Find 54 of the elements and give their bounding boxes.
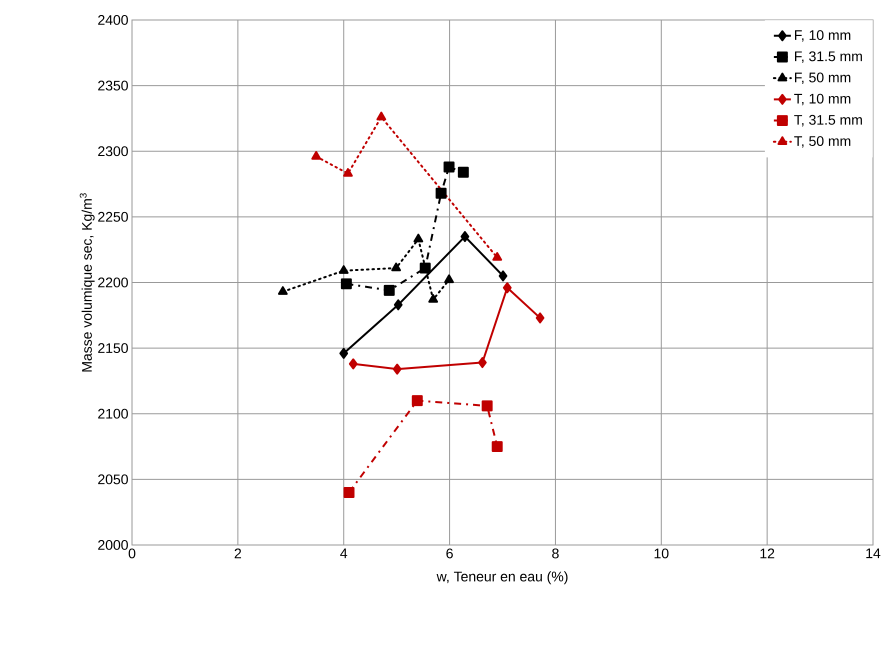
point [460, 231, 470, 242]
point [458, 166, 469, 178]
point [340, 278, 352, 290]
point [391, 262, 402, 272]
y-tick-label: 2400 [98, 15, 128, 25]
point [412, 395, 423, 406]
legend-label: F, 50 mm [795, 72, 850, 84]
x-tick-label: 0 [128, 548, 136, 558]
x-tick-label: 2 [234, 548, 242, 558]
point [339, 348, 348, 359]
y-tick-label: 2000 [98, 540, 128, 550]
point [384, 284, 395, 296]
point [428, 294, 438, 303]
x-tick-label: 8 [552, 548, 559, 558]
y-tick-label: 2250 [98, 212, 128, 222]
point [444, 162, 455, 172]
point [498, 270, 508, 282]
y-axis-title: Masse volumique sec, Kg/m$^{3}$ [80, 193, 95, 372]
y-tick-label: 2350 [98, 80, 128, 91]
point [394, 299, 403, 310]
point [492, 252, 502, 261]
point [338, 265, 349, 274]
point [413, 234, 424, 242]
point [344, 487, 354, 498]
legend-label: F, 10 mm [795, 30, 850, 42]
y-tick-label: 2050 [98, 474, 128, 484]
point [348, 358, 358, 370]
legend-label: T, 10 mm [794, 94, 850, 106]
y-tick-label: 2100 [98, 408, 128, 419]
point [343, 168, 353, 177]
point [444, 274, 454, 284]
point [420, 262, 431, 274]
point [278, 286, 288, 295]
point [482, 400, 493, 412]
y-tick-label: 2150 [98, 343, 128, 354]
point [478, 357, 487, 368]
y-tick-label: 2300 [98, 146, 128, 156]
y-tick-label: 2200 [98, 278, 128, 288]
point [392, 364, 402, 375]
x-axis-title: w, Teneur en eau (%) [436, 571, 568, 584]
x-tick-label: 6 [446, 548, 453, 558]
x-tick-label: 14 [866, 548, 880, 558]
point [436, 188, 447, 199]
point [311, 151, 322, 160]
point [376, 112, 386, 120]
x-tick-label: 4 [340, 548, 348, 558]
x-tick-label: 10 [654, 548, 669, 558]
point [492, 441, 503, 452]
legend-label: T, 31.5 mm [794, 114, 862, 126]
point [536, 312, 544, 324]
point [502, 282, 512, 294]
x-tick-label: 12 [760, 548, 774, 558]
legend-label: T, 50 mm [794, 136, 850, 148]
legend-label: F, 31.5 mm [795, 51, 862, 63]
